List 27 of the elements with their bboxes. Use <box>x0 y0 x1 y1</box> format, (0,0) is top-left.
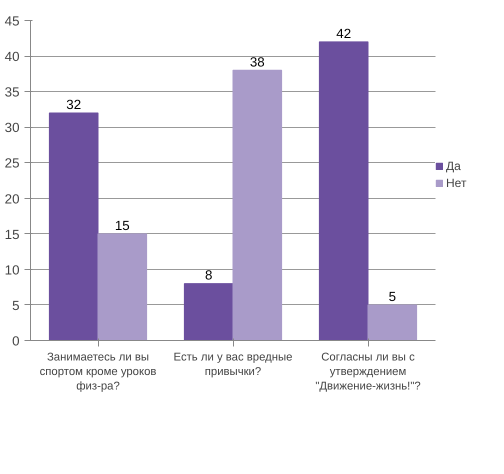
data-label: 15 <box>114 218 130 233</box>
data-label: 5 <box>388 288 396 304</box>
bar <box>48 112 98 340</box>
x-tick-label: Занимаетесь ли вы спортом кроме уроков физ-ра? <box>40 352 156 392</box>
y-tick-label: 0 <box>12 334 20 348</box>
bar <box>184 283 234 340</box>
bar <box>318 41 368 340</box>
bar <box>98 233 148 340</box>
data-label: 42 <box>336 26 352 41</box>
x-tick-label: Согласны ли вы с утверждением "Движение-жизнь!"? <box>315 352 421 392</box>
y-tick-label: 25 <box>4 156 20 171</box>
data-label: 38 <box>250 54 265 70</box>
y-tick-label: 15 <box>4 226 20 242</box>
y-tick-label: 20 <box>4 191 20 206</box>
legend-label: Нет <box>446 176 466 190</box>
data-label: 32 <box>66 96 82 112</box>
y-tick-label: 35 <box>4 84 20 100</box>
y-tick-label: 30 <box>4 120 20 136</box>
x-tick-label: Есть ли у вас вредные привычки? <box>174 352 292 378</box>
y-tick-label: 40 <box>4 49 20 64</box>
y-tick-label: 45 <box>4 14 20 28</box>
data-label: 8 <box>204 268 212 283</box>
y-tick-label: 5 <box>12 298 20 313</box>
legend-label: Да <box>446 159 462 173</box>
y-tick-label: 10 <box>4 262 20 278</box>
bar <box>368 304 418 340</box>
bar <box>232 70 282 340</box>
